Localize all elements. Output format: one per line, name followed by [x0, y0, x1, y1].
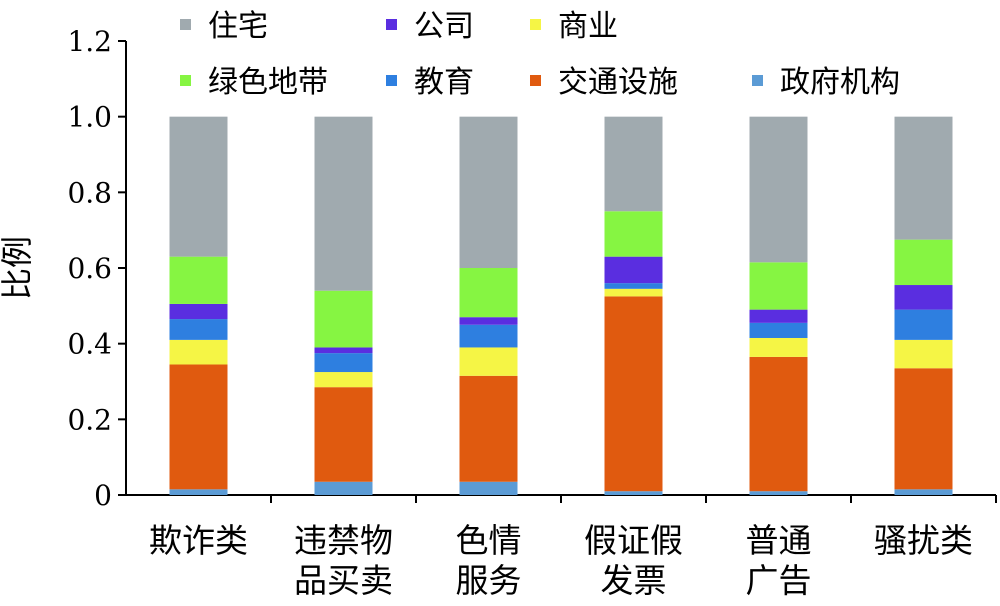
x-category-label: 普通: [746, 521, 812, 560]
bar-segment: [749, 356, 808, 492]
bar-segment: [314, 481, 373, 495]
x-category-label: 骚扰类: [874, 521, 973, 560]
legend-swatch: [752, 75, 763, 86]
legend-label: 住宅: [208, 9, 268, 44]
y-tick-label: 1.0: [67, 101, 112, 134]
legend-label: 交通设施: [558, 65, 678, 100]
bar-segment: [749, 491, 808, 495]
x-category-label: 欺诈类: [149, 521, 248, 560]
bar-segment: [169, 319, 228, 340]
x-category-label: 发票: [601, 561, 667, 600]
legend-label: 政府机构: [780, 65, 900, 100]
bar-segment: [894, 116, 953, 240]
bar-segment: [894, 339, 953, 369]
y-tick-label: 0: [94, 479, 112, 512]
bar-segment: [749, 322, 808, 338]
legend-label: 教育: [414, 65, 474, 100]
bar-segment: [314, 347, 373, 354]
legend-swatch: [180, 75, 191, 86]
y-tick-label: 0.8: [67, 176, 112, 209]
x-category-label: 广告: [746, 561, 812, 600]
bar-segment: [894, 239, 953, 286]
bar-segment: [749, 309, 808, 323]
bar-segment: [459, 317, 518, 325]
bar-segment: [604, 296, 663, 492]
bar-segment: [459, 268, 518, 318]
bar-segment: [604, 211, 663, 257]
bar-segment: [169, 303, 228, 320]
bar-segment: [169, 256, 228, 304]
bar-segment: [169, 489, 228, 495]
legend-swatch: [180, 19, 191, 30]
y-tick-label: 0.2: [67, 403, 112, 436]
y-tick-label: 0.6: [67, 252, 112, 285]
y-tick-label: 0.4: [67, 328, 112, 361]
bar-segment: [459, 347, 518, 376]
legend-swatch: [530, 75, 541, 86]
legend-swatch: [530, 19, 541, 30]
bar-segment: [604, 283, 663, 289]
bar-segment: [459, 324, 518, 348]
bar-segment: [749, 116, 808, 263]
bar-segment: [169, 364, 228, 490]
bar-segment: [604, 256, 663, 284]
legend-label: 商业: [558, 9, 618, 44]
bar-segment: [894, 285, 953, 310]
bar-segment: [314, 387, 373, 482]
bar-segment: [894, 309, 953, 340]
bar-segment: [314, 353, 373, 373]
bar-segment: [749, 337, 808, 357]
legend-label: 公司: [414, 9, 474, 44]
bar-segment: [314, 372, 373, 388]
legend-swatch: [386, 75, 397, 86]
legend-swatch: [386, 19, 397, 30]
y-axis-label: 比例: [0, 236, 36, 300]
legend-label: 绿色地带: [208, 65, 328, 100]
bar-segment: [749, 262, 808, 310]
x-category-label: 服务: [456, 561, 522, 600]
bar-segment: [894, 368, 953, 490]
bar-segment: [169, 116, 228, 257]
x-category-label: 色情: [456, 521, 522, 560]
bar-segment: [459, 481, 518, 495]
bar-segment: [169, 339, 228, 365]
bar-segment: [604, 288, 663, 297]
bar-segment: [459, 375, 518, 482]
bar-segment: [459, 116, 518, 269]
bar-segment: [314, 116, 373, 291]
bar-segment: [894, 489, 953, 495]
bar-segment: [314, 290, 373, 348]
x-category-label: 违禁物: [294, 521, 393, 560]
x-category-label: 假证假: [584, 521, 683, 560]
x-category-label: 品买卖: [294, 561, 393, 600]
bar-segment: [604, 491, 663, 495]
bar-segment: [604, 116, 663, 212]
y-tick-label: 1.2: [67, 25, 112, 58]
